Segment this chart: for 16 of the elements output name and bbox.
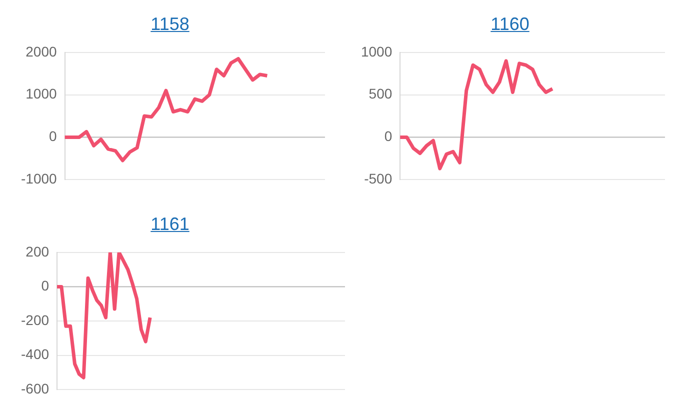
y-tick-label: -600: [20, 380, 50, 396]
y-tick-label: 2000: [26, 43, 58, 60]
y-tick-label: 0: [49, 128, 58, 144]
y-tick-label: 0: [41, 278, 50, 294]
y-tick-label: -200: [20, 312, 50, 328]
y-tick-label: -1000: [20, 170, 58, 186]
chart-title: 1160: [490, 13, 530, 36]
y-tick-label: 500: [368, 86, 392, 102]
y-tick-label: 1000: [26, 86, 58, 102]
y-tick-label: 0: [384, 128, 392, 144]
y-tick-label: -500: [364, 170, 392, 186]
chart-title: 1158: [150, 13, 190, 36]
y-tick-label: -400: [20, 346, 50, 362]
y-tick-label: 1000: [360, 43, 392, 60]
chart-title: 1161: [150, 213, 190, 236]
y-tick-label: 200: [26, 243, 50, 260]
